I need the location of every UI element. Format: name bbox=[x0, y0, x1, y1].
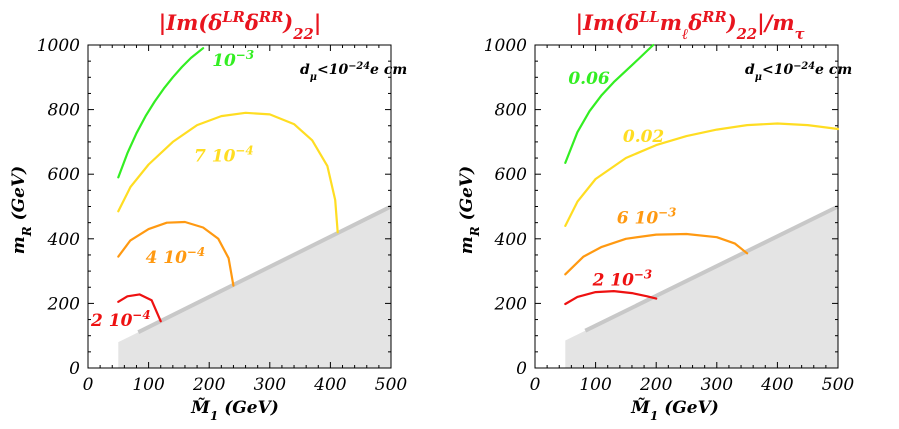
y-tick-label: 200 bbox=[47, 294, 81, 314]
y-tick-label: 800 bbox=[48, 101, 81, 121]
chart-title: |Im(δLRδRR)22| bbox=[159, 9, 322, 43]
left-panel: 0 100 200 300 400 500 0 200 400 600 800 1000 10−3 7 1… bbox=[9, 9, 407, 424]
excluded-region bbox=[565, 206, 838, 368]
x-tick-label: 400 bbox=[313, 375, 347, 395]
x-tick-label: 300 bbox=[701, 375, 734, 395]
contour-line-1 bbox=[564, 122, 840, 227]
excluded-region-edge bbox=[584, 204, 839, 333]
contour-line-0 bbox=[564, 43, 655, 164]
x-tick-label: 500 bbox=[375, 375, 408, 395]
contour-line-0 bbox=[117, 47, 205, 179]
y-tick-label: 400 bbox=[494, 230, 528, 250]
y-axis-label: mR (GeV) bbox=[9, 166, 34, 254]
x-axis-label: M̃1 (GeV) bbox=[190, 398, 279, 423]
x-axis-label: M̃1 (GeV) bbox=[630, 398, 719, 423]
contour-label-3: 2 10−3 bbox=[592, 268, 653, 291]
x-tick-label: 100 bbox=[132, 375, 165, 395]
chart-title: |Im(δLLmℓδRR)22|/mτ bbox=[575, 9, 804, 43]
right-panel: 0 100 200 300 400 500 0 200 400 600 800 1000 0.06 0.0… bbox=[457, 9, 854, 424]
y-tick-label: 600 bbox=[495, 165, 528, 185]
contour-label-1: 0.02 bbox=[623, 127, 665, 147]
edm-constraint-label: dμ<10−24e cm bbox=[745, 61, 852, 83]
x-tick-label: 200 bbox=[192, 375, 226, 395]
y-axis-label: mR (GeV) bbox=[457, 166, 482, 254]
x-tick-label: 200 bbox=[639, 375, 673, 395]
contour-label-0: 10−3 bbox=[212, 48, 254, 71]
y-tick-label: 200 bbox=[494, 294, 528, 314]
x-tick-label: 100 bbox=[579, 375, 612, 395]
x-tick-label: 500 bbox=[822, 375, 855, 395]
y-tick-label: 0 bbox=[69, 359, 80, 379]
y-tick-label: 0 bbox=[516, 359, 527, 379]
excluded-region bbox=[118, 206, 392, 368]
x-tick-label: 400 bbox=[760, 375, 794, 395]
y-tick-label: 1000 bbox=[484, 36, 527, 56]
contour-line-3 bbox=[117, 293, 162, 323]
excluded-region-edge bbox=[137, 204, 392, 335]
contour-label-1: 7 10−4 bbox=[194, 143, 254, 166]
contour-label-3: 2 10−4 bbox=[90, 308, 151, 331]
y-tick-label: 1000 bbox=[37, 36, 80, 56]
y-tick-label: 400 bbox=[47, 230, 81, 250]
contour-label-2: 4 10−4 bbox=[146, 245, 206, 268]
contour-line-2 bbox=[117, 220, 235, 287]
edm-constraint-label: dμ<10−24e cm bbox=[300, 61, 407, 83]
x-tick-label: 0 bbox=[530, 375, 541, 395]
contour-line-1 bbox=[117, 111, 339, 234]
x-tick-label: 0 bbox=[83, 375, 94, 395]
contour-line-3 bbox=[564, 290, 658, 306]
y-tick-label: 800 bbox=[495, 101, 528, 121]
contour-label-0: 0.06 bbox=[568, 69, 610, 89]
x-tick-label: 300 bbox=[254, 375, 287, 395]
y-tick-label: 600 bbox=[48, 165, 81, 185]
contour-line-2 bbox=[564, 232, 749, 276]
contour-label-2: 6 10−3 bbox=[617, 205, 677, 228]
